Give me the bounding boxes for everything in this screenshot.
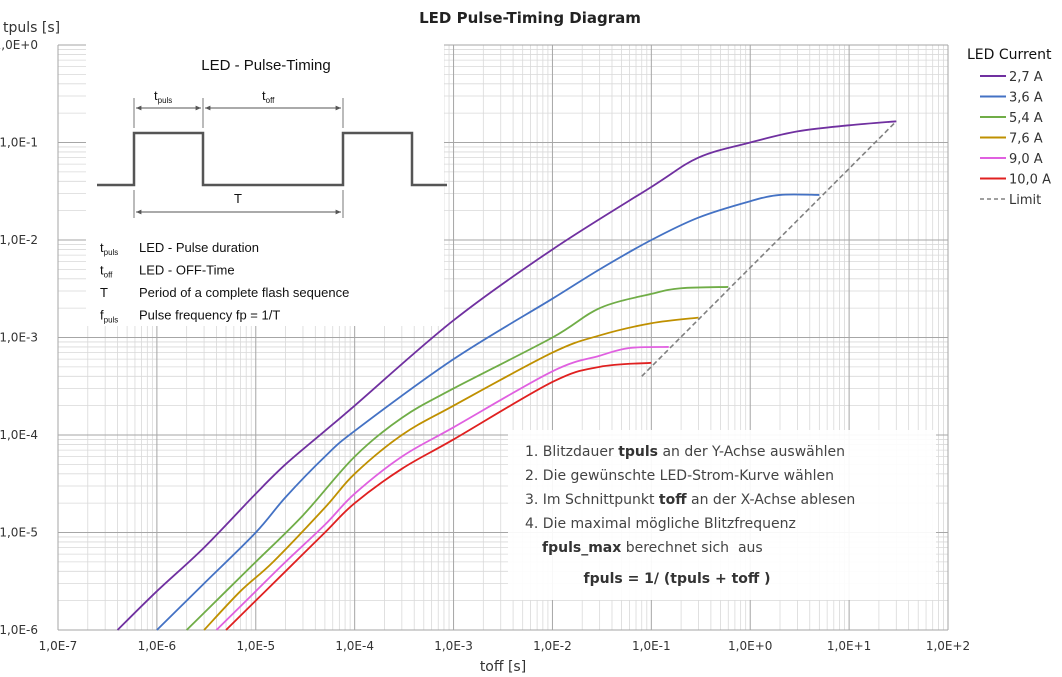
legend-title: LED Current xyxy=(967,47,1052,63)
series-lines xyxy=(116,120,897,631)
y-axis-label: tpuls [s] xyxy=(3,20,60,36)
toff-label: toff xyxy=(262,88,275,105)
legend-items: 2,7 A 3,6 A 5,4 A 7,6 A 9,0 A 10,0 A Limit xyxy=(980,70,1051,208)
instructions-box: 1. Blitzdauer tpuls an der Y-Achse auswä… xyxy=(508,430,936,600)
y-tick-label: 1,0E-3 xyxy=(0,331,38,345)
series-line-9-0-a xyxy=(215,346,669,631)
series-line-7-6-a xyxy=(203,316,699,631)
instruction-lines: 1. Blitzdauer tpuls an der Y-Achse auswä… xyxy=(525,444,855,556)
y-tick-label: 1,0E-1 xyxy=(0,136,38,150)
y-tick-label: 1,0E-6 xyxy=(0,623,38,637)
x-tick-label: 1,0E-7 xyxy=(39,639,78,653)
series-line-10-0-a xyxy=(225,361,652,631)
definition-text: LED - Pulse duration xyxy=(139,240,259,255)
definition-symbol: T xyxy=(100,285,108,300)
x-tick-label: 1,0E-2 xyxy=(533,639,572,653)
legend-label: 3,6 A xyxy=(1009,91,1043,106)
x-tick-label: 1,0E+1 xyxy=(827,639,871,653)
definition-text: Pulse frequency fp = 1/T xyxy=(139,308,280,323)
x-tick-label: 1,0E-5 xyxy=(236,639,275,653)
definition-symbol: tpuls xyxy=(100,240,118,257)
pulse-waveform xyxy=(97,131,447,187)
series-line-limit xyxy=(641,120,897,377)
y-tick-label: 1,0E-2 xyxy=(0,233,38,247)
instruction-line: fpuls_max berechnet sich aus xyxy=(542,540,763,556)
x-tick-label: 1,0E-1 xyxy=(632,639,671,653)
instruction-line: 4. Die maximal mögliche Blitzfrequenz xyxy=(525,516,796,532)
y-tick-label: 1,0E-4 xyxy=(0,428,38,442)
instruction-line: 2. Die gewünschte LED-Strom-Kurve wählen xyxy=(525,468,834,484)
y-tick-label: 1,0E-5 xyxy=(0,526,38,540)
y-tick-labels: 1,0E-6 1,0E-5 1,0E-4 1,0E-3 1,0E-2 1,0E-1 1,0E… xyxy=(0,38,38,637)
legend-label: 7,6 A xyxy=(1009,132,1043,147)
x-axis-label: toff [s] xyxy=(480,659,526,675)
inset-title: LED - Pulse-Timing xyxy=(201,57,330,74)
definitions-list: tpuls LED - Pulse duration toff LED - OFF-T… xyxy=(100,240,349,325)
definition-text: Period of a complete flash sequence xyxy=(139,285,349,300)
formula: fpuls = 1/ (tpuls + toff ) xyxy=(583,571,770,587)
x-tick-label: 1,0E-4 xyxy=(335,639,374,653)
pulse-timing-inset: LED - Pulse-Timing tpuls toff T tpuls LED… xyxy=(86,44,447,326)
instruction-line: 1. Blitzdauer tpuls an der Y-Achse auswä… xyxy=(525,444,845,460)
instruction-line: 3. Im Schnittpunkt toff an der X-Achse a… xyxy=(525,492,855,508)
series-line-2-7-a xyxy=(116,120,897,631)
x-tick-labels: 1,0E-7 1,0E-6 1,0E-5 1,0E-4 1,0E-3 1,0E-2 1,0E… xyxy=(39,639,971,653)
series-line-5-4-a xyxy=(186,286,729,631)
legend-label: 5,4 A xyxy=(1009,111,1043,126)
instructions-background xyxy=(508,430,936,600)
definition-symbol: toff xyxy=(100,263,113,280)
period-label: T xyxy=(234,191,242,206)
legend-label: 2,7 A xyxy=(1009,70,1043,85)
series-line-3-6-a xyxy=(156,193,820,631)
legend-label: 9,0 A xyxy=(1009,152,1043,167)
legend-label: 10,0 A xyxy=(1009,173,1051,188)
chart-title: LED Pulse-Timing Diagram xyxy=(419,9,641,27)
definition-symbol: fpuls xyxy=(100,308,118,325)
tpuls-label: tpuls xyxy=(154,88,172,105)
definition-text: LED - OFF-Time xyxy=(139,263,235,278)
x-tick-label: 1,0E+0 xyxy=(728,639,772,653)
legend-label: Limit xyxy=(1009,193,1041,208)
x-tick-label: 1,0E-3 xyxy=(434,639,473,653)
x-tick-label: 1,0E-6 xyxy=(138,639,177,653)
x-tick-label: 1,0E+2 xyxy=(926,639,970,653)
legend: LED Current 2,7 A 3,6 A 5,4 A 7,6 A 9,0 A 10,… xyxy=(967,47,1052,208)
y-tick-label: 1,0E+0 xyxy=(0,38,38,52)
